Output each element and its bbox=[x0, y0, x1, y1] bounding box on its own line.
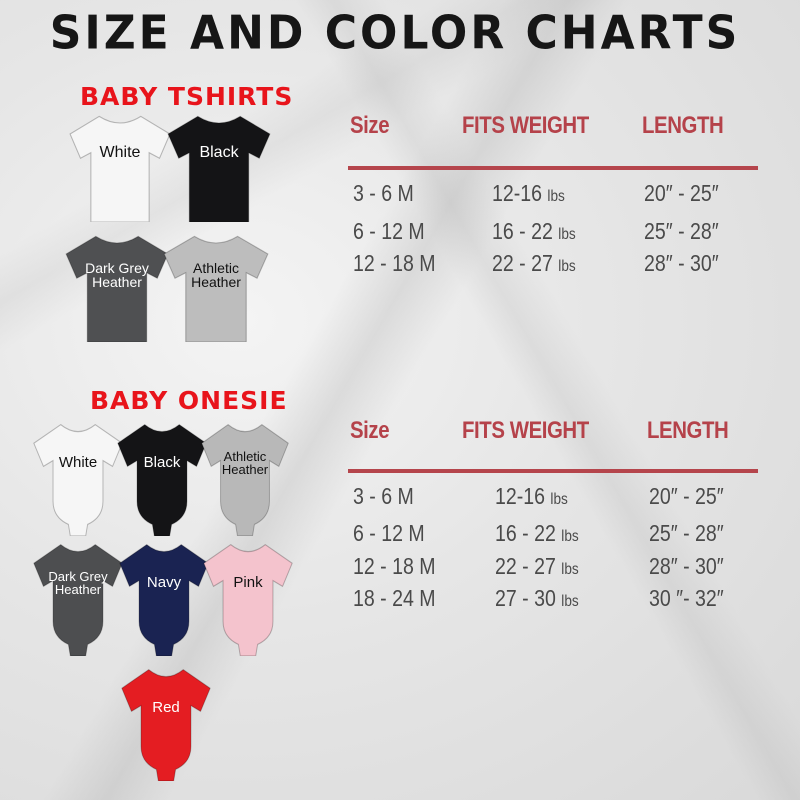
size-cell: 6 - 12 M bbox=[353, 520, 425, 546]
tshirt-shape bbox=[65, 235, 169, 342]
weight-cell: 16 - 22 lbs bbox=[495, 520, 579, 547]
length-cell: 25″ - 28″ bbox=[649, 520, 724, 546]
onesie-shape bbox=[119, 543, 209, 656]
weight-value: 16 - 22 bbox=[495, 520, 556, 546]
weight-unit: lbs bbox=[558, 226, 576, 243]
onesie-navy: Navy bbox=[116, 540, 212, 656]
color-label: Athletic Heather bbox=[221, 449, 269, 478]
onesie-red: Red bbox=[118, 665, 214, 781]
color-label: Athletic Heather bbox=[191, 259, 241, 290]
size-header: Size bbox=[350, 112, 390, 139]
onesies-heading: BABY ONESIE bbox=[90, 386, 288, 415]
weight-cell: 22 - 27 lbs bbox=[492, 250, 576, 277]
weight-value: 22 - 27 bbox=[495, 553, 556, 579]
length-cell: 25″ - 28″ bbox=[644, 218, 719, 244]
length-header: LENGTH bbox=[647, 417, 729, 444]
size-cell: 12 - 18 M bbox=[353, 553, 436, 579]
length-cell: 20″ - 25″ bbox=[644, 180, 719, 206]
weight-cell: 22 - 27 lbs bbox=[495, 553, 579, 580]
size-cell: 18 - 24 M bbox=[353, 585, 436, 611]
size-cell: 3 - 6 M bbox=[353, 180, 414, 206]
tshirt-shape bbox=[167, 115, 271, 222]
weight-cell: 27 - 30 lbs bbox=[495, 585, 579, 612]
color-label: Black bbox=[199, 144, 239, 161]
color-label: Black bbox=[143, 453, 181, 471]
weight-unit: lbs bbox=[561, 561, 579, 578]
length-header: LENGTH bbox=[642, 112, 724, 139]
color-label: Dark Grey Heather bbox=[48, 569, 108, 598]
color-label: White bbox=[58, 453, 98, 471]
color-label: Pink bbox=[233, 573, 263, 591]
page-title: SIZE AND COLOR CHARTS bbox=[49, 6, 741, 61]
weight-header: FITS WEIGHT bbox=[462, 417, 589, 444]
header-rule bbox=[348, 166, 758, 170]
color-label: Navy bbox=[146, 573, 182, 591]
tshirt-dark-grey-heather: Dark Grey Heather bbox=[64, 232, 170, 342]
onesie-shape bbox=[203, 543, 293, 656]
weight-value: 22 - 27 bbox=[492, 250, 553, 276]
tshirt-shape bbox=[69, 115, 171, 222]
weight-value: 12-16 bbox=[495, 483, 546, 509]
weight-value: 27 - 30 bbox=[495, 585, 556, 611]
onesie-shape bbox=[201, 423, 289, 536]
weight-cell: 12-16 lbs bbox=[495, 483, 568, 510]
weight-unit: lbs bbox=[550, 491, 568, 508]
weight-header: FITS WEIGHT bbox=[462, 112, 589, 139]
tshirt-white: White bbox=[68, 112, 172, 222]
onesie-shape bbox=[121, 668, 211, 781]
onesie-shape bbox=[117, 423, 207, 536]
color-label: Red bbox=[152, 698, 180, 716]
size-cell: 12 - 18 M bbox=[353, 250, 436, 276]
weight-unit: lbs bbox=[561, 528, 579, 545]
tshirt-black: Black bbox=[166, 112, 272, 222]
weight-unit: lbs bbox=[558, 258, 576, 275]
weight-unit: lbs bbox=[547, 188, 565, 205]
onesie-white: White bbox=[30, 420, 126, 536]
size-cell: 6 - 12 M bbox=[353, 218, 425, 244]
size-header: Size bbox=[350, 417, 390, 444]
length-cell: 20″ - 25″ bbox=[649, 483, 724, 509]
onesie-dark-grey-heather: Dark Grey Heather bbox=[30, 540, 126, 656]
weight-value: 16 - 22 bbox=[492, 218, 553, 244]
weight-unit: lbs bbox=[561, 593, 579, 610]
tshirt-shape bbox=[163, 235, 269, 342]
weight-cell: 16 - 22 lbs bbox=[492, 218, 576, 245]
onesie-shape bbox=[33, 423, 123, 536]
onesie-athletic-heather: Athletic Heather bbox=[198, 420, 292, 536]
length-cell: 28″ - 30″ bbox=[649, 553, 724, 579]
weight-cell: 12-16 lbs bbox=[492, 180, 565, 207]
length-cell: 30 ″- 32″ bbox=[649, 585, 724, 611]
color-label: White bbox=[99, 144, 141, 161]
onesie-pink: Pink bbox=[200, 540, 296, 656]
header-rule bbox=[348, 469, 758, 473]
onesie-shape bbox=[33, 543, 123, 656]
color-label: Dark Grey Heather bbox=[85, 259, 149, 290]
onesie-black: Black bbox=[114, 420, 210, 536]
length-cell: 28″ - 30″ bbox=[644, 250, 719, 276]
tshirt-athletic-heather: Athletic Heather bbox=[162, 232, 270, 342]
tshirts-heading: BABY TSHIRTS bbox=[80, 82, 294, 111]
weight-value: 12-16 bbox=[492, 180, 543, 206]
size-cell: 3 - 6 M bbox=[353, 483, 414, 509]
